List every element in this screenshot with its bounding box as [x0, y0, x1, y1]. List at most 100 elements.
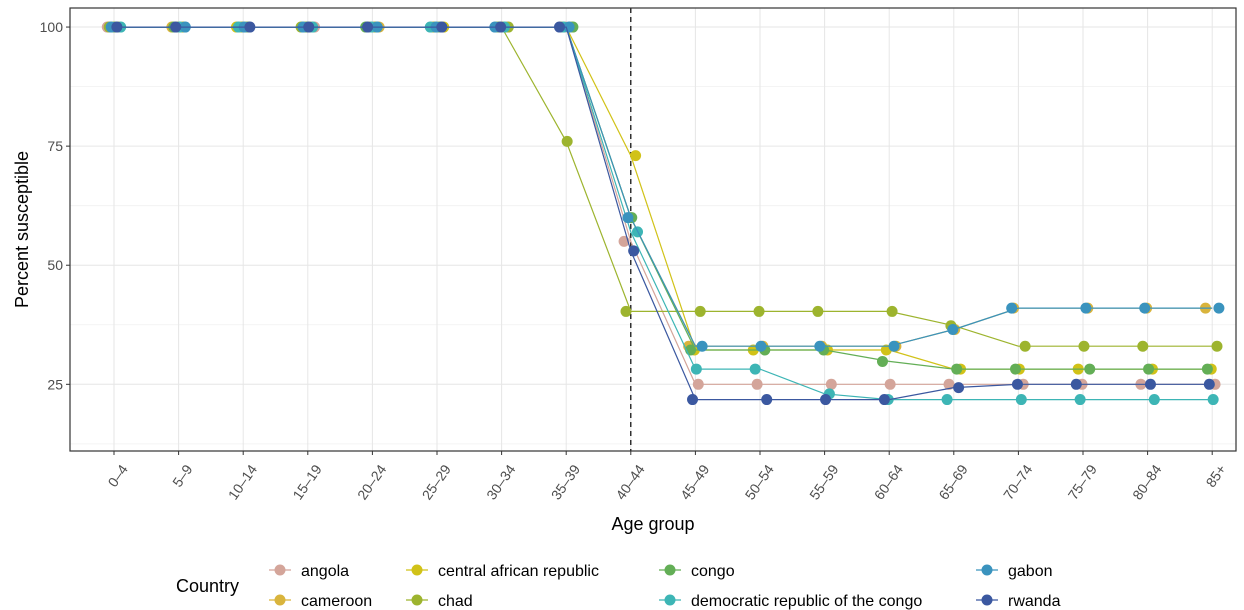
data-point	[1144, 378, 1156, 390]
legend-key-point	[664, 594, 676, 606]
data-point	[170, 21, 182, 33]
series-line	[114, 26, 1213, 347]
data-point	[947, 324, 959, 336]
data-point	[1084, 363, 1096, 375]
data-point	[876, 355, 888, 367]
series-gabon	[105, 21, 1225, 352]
x-tick-label: 85+	[1202, 462, 1229, 491]
data-point	[495, 21, 507, 33]
data-point	[1006, 302, 1018, 314]
x-axis-title: Age group	[611, 514, 694, 534]
x-tick-label: 30–34	[483, 461, 519, 502]
legend-label: rwanda	[1008, 593, 1061, 610]
series-line	[114, 26, 1213, 401]
data-point	[1011, 378, 1023, 390]
y-tick-label: 75	[47, 138, 63, 154]
legend-label: congo	[691, 563, 735, 580]
data-point	[630, 150, 642, 162]
series-cameroon	[107, 21, 1213, 352]
data-point	[690, 363, 702, 375]
data-point	[622, 212, 634, 224]
data-point	[696, 340, 708, 352]
legend-key-point	[981, 594, 993, 606]
data-point	[687, 394, 699, 406]
legend-entry: central african republic	[406, 563, 599, 580]
data-point	[753, 305, 765, 317]
data-point	[886, 305, 898, 317]
data-point	[628, 245, 640, 257]
data-point	[1207, 394, 1219, 406]
series-chad	[103, 21, 1223, 352]
series-line	[114, 26, 1213, 370]
data-point	[1211, 340, 1223, 352]
data-point	[884, 378, 896, 390]
series-line	[114, 26, 1213, 347]
series-layer	[101, 21, 1225, 406]
data-point	[563, 21, 575, 33]
legend-key-point	[411, 594, 423, 606]
data-point	[1137, 340, 1149, 352]
series-line	[114, 26, 1213, 401]
x-tick-label: 40–44	[612, 461, 648, 502]
data-point	[825, 378, 837, 390]
series-line	[114, 26, 1213, 347]
legend-label: democratic republic of the congo	[691, 593, 922, 610]
legend-key-point	[411, 564, 423, 576]
legend-label: chad	[438, 593, 473, 610]
data-point	[561, 135, 573, 147]
legend-key-point	[274, 594, 286, 606]
data-point	[820, 394, 832, 406]
legend-label: central african republic	[438, 563, 599, 580]
x-tick-label: 80–84	[1129, 461, 1165, 502]
legend-key-point	[274, 564, 286, 576]
data-point	[553, 21, 565, 33]
legend-key-point	[664, 564, 676, 576]
x-tick-label: 50–54	[742, 461, 778, 502]
data-point	[362, 21, 374, 33]
y-tick-label: 25	[47, 376, 63, 392]
data-point	[751, 378, 763, 390]
legend-key-point	[981, 564, 993, 576]
data-point	[1139, 302, 1151, 314]
data-point	[1074, 394, 1086, 406]
data-point	[1019, 340, 1031, 352]
legend-entry: congo	[659, 563, 735, 580]
series-rwanda	[111, 21, 1215, 406]
data-point	[1203, 378, 1215, 390]
data-point	[1148, 394, 1160, 406]
legend: Country angola cameroon central african re…	[176, 563, 1061, 610]
data-point	[755, 340, 767, 352]
y-tick-label: 50	[47, 257, 63, 273]
data-point	[1213, 302, 1225, 314]
data-point	[812, 305, 824, 317]
legend-label: cameroon	[301, 593, 372, 610]
x-tick-label: 65–69	[935, 461, 971, 502]
data-point	[953, 382, 965, 394]
data-point	[761, 394, 773, 406]
legend-entry: gabon	[976, 563, 1053, 580]
x-tick-label: 70–74	[1000, 461, 1036, 502]
y-tick-label: 100	[40, 19, 64, 35]
legend-label: angola	[301, 563, 349, 580]
data-point	[244, 21, 256, 33]
x-tick-label: 60–64	[871, 461, 907, 502]
series-line	[114, 26, 1213, 370]
data-point	[1078, 340, 1090, 352]
data-point	[814, 340, 826, 352]
panel-border	[69, 7, 1237, 452]
x-tick-label: 0–4	[104, 461, 131, 489]
x-tick-label: 55–59	[806, 461, 842, 502]
legend-title: Country	[176, 576, 239, 596]
series-democratic-republic-of-the-congo	[114, 21, 1219, 406]
data-point	[303, 21, 315, 33]
grid	[70, 8, 1236, 451]
legend-entry: chad	[406, 593, 473, 610]
data-point	[692, 378, 704, 390]
x-tick-label: 10–14	[225, 461, 261, 502]
legend-entry: rwanda	[976, 593, 1061, 610]
data-point	[1080, 302, 1092, 314]
data-point	[941, 394, 953, 406]
y-axis-title: Percent susceptible	[12, 151, 32, 308]
